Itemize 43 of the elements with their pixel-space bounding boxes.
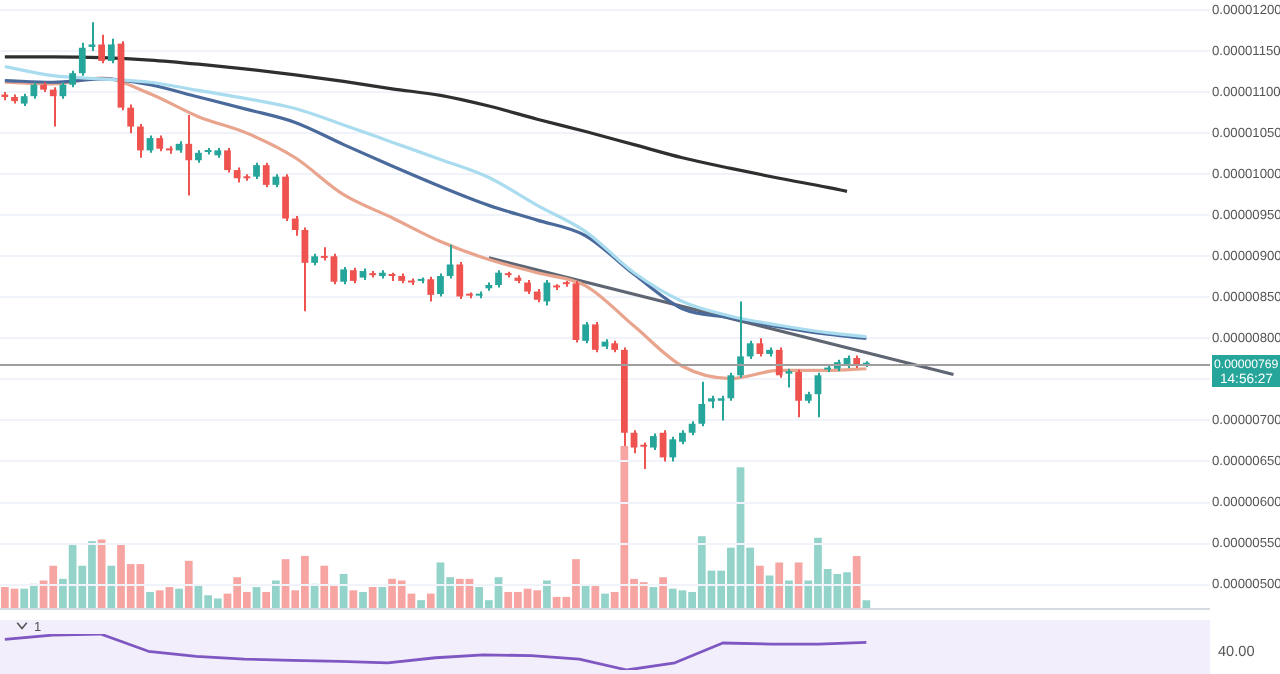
bar bbox=[756, 565, 764, 610]
bar bbox=[591, 585, 600, 610]
candlestick bbox=[107, 37, 115, 65]
bar bbox=[368, 587, 377, 610]
bar bbox=[175, 588, 183, 610]
bar bbox=[349, 590, 358, 610]
candlestick bbox=[795, 368, 802, 419]
bar bbox=[378, 587, 387, 610]
candlestick bbox=[756, 337, 764, 358]
bar bbox=[543, 580, 551, 610]
bar bbox=[581, 585, 590, 610]
candlestick bbox=[698, 380, 706, 428]
bar bbox=[97, 539, 106, 610]
candlestick bbox=[98, 33, 106, 65]
bar bbox=[659, 577, 667, 610]
candlestick bbox=[437, 272, 444, 298]
candlestick bbox=[746, 339, 754, 360]
candlestick bbox=[282, 173, 289, 222]
candlestick bbox=[49, 86, 57, 128]
candlestick bbox=[591, 320, 599, 354]
bar bbox=[785, 580, 793, 610]
candlestick bbox=[136, 123, 144, 159]
bar bbox=[184, 560, 193, 610]
candlestick bbox=[582, 320, 590, 345]
candlestick bbox=[224, 146, 231, 174]
bar bbox=[262, 591, 271, 610]
candlestick bbox=[446, 243, 454, 280]
candlestick bbox=[262, 161, 270, 189]
candlestick bbox=[291, 215, 299, 237]
bar bbox=[339, 573, 348, 610]
bar bbox=[775, 562, 784, 610]
candlestick bbox=[785, 367, 793, 389]
candlestick bbox=[427, 275, 435, 303]
bar bbox=[107, 565, 116, 610]
candlestick bbox=[775, 346, 783, 379]
candlestick bbox=[88, 21, 96, 53]
bar bbox=[272, 580, 280, 610]
candlestick bbox=[737, 300, 744, 379]
bar bbox=[852, 555, 861, 610]
bar bbox=[359, 591, 367, 610]
candlestick bbox=[78, 41, 86, 77]
bar bbox=[146, 591, 154, 610]
candlestick bbox=[185, 114, 193, 197]
